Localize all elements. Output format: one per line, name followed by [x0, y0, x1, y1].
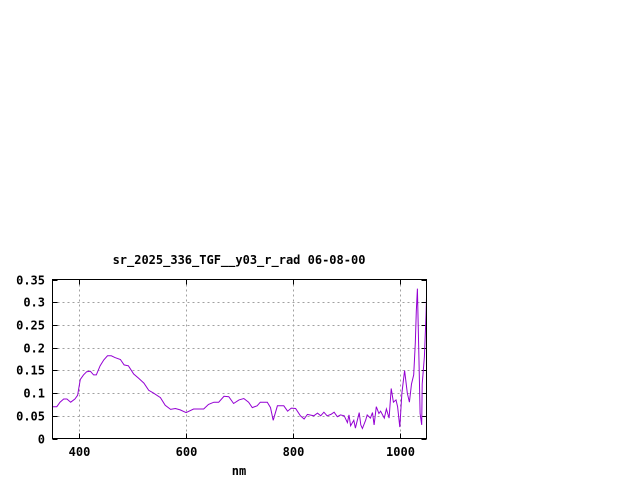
ticks: 0 0.05 0.1 0.15 0.2 0.25 0.3 0.35 400 600 800 1000	[16, 274, 427, 459]
chart-title: sr_2025_336_TGF__y03_r_rad 06-08-00	[113, 253, 366, 268]
y-tick-label: 0.05	[16, 410, 45, 424]
x-tick-label: 800	[283, 445, 305, 459]
y-tick-label: 0.3	[23, 296, 45, 310]
plot-frame	[52, 279, 427, 439]
y-tick-label: 0.1	[23, 387, 45, 401]
y-tick-label: 0.15	[16, 364, 45, 378]
y-tick-label: 0.35	[16, 274, 45, 288]
x-tick-label: 1000	[386, 445, 415, 459]
y-tick-label: 0	[38, 433, 45, 447]
x-axis-label: nm	[232, 464, 246, 478]
grid	[52, 279, 427, 439]
x-tick-label: 600	[176, 445, 198, 459]
y-tick-label: 0.2	[23, 342, 45, 356]
series-line	[52, 288, 427, 430]
x-tick-label: 400	[69, 445, 91, 459]
y-tick-label: 0.25	[16, 319, 45, 333]
